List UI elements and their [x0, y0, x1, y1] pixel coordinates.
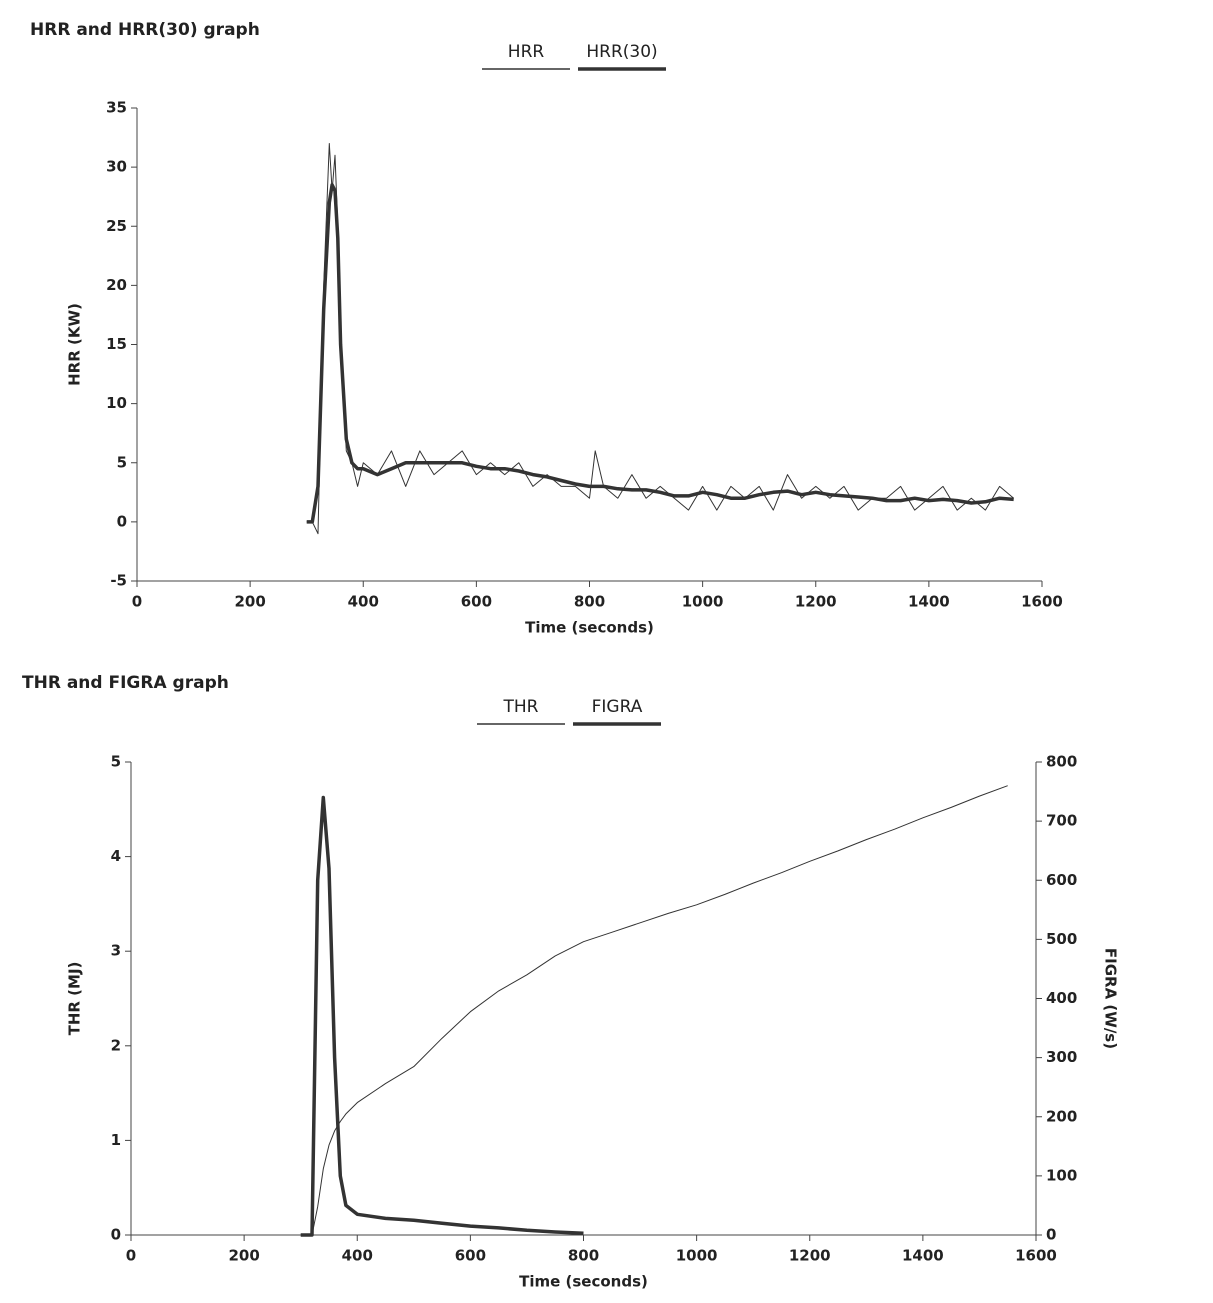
x-tick-label: 200 [228, 1247, 259, 1265]
y-tick-label: 20 [106, 276, 127, 294]
y-tick-label: 4 [111, 847, 121, 865]
y-tick-label: 0 [117, 512, 127, 530]
x-tick-label: 600 [461, 593, 492, 611]
y-tick-label: 5 [111, 753, 121, 771]
x-tick-label: 1600 [1015, 1247, 1057, 1265]
x-axis-label: Time (seconds) [525, 619, 654, 637]
legend-label: HRR [508, 42, 545, 62]
data-line [300, 785, 1008, 1236]
x-tick-label: 800 [568, 1247, 599, 1265]
x-tick-label: 800 [574, 593, 605, 611]
y-tick-label: 5 [117, 453, 127, 471]
y-tick-label: -5 [110, 572, 127, 590]
data-line [306, 143, 1015, 535]
chart-title: HRR and HRR(30) graph [30, 20, 260, 40]
chart-title: THR and FIGRA graph [22, 673, 229, 693]
x-tick-label: 1000 [676, 1247, 718, 1265]
x-tick-label: 1400 [908, 593, 950, 611]
y2-tick-label: 300 [1046, 1048, 1077, 1066]
legend-label: FIGRA [592, 697, 643, 717]
y-tick-label: 1 [111, 1131, 121, 1149]
x-tick-label: 400 [348, 593, 379, 611]
y-axis-label: THR (MJ) [66, 962, 84, 1036]
y-tick-label: 25 [106, 217, 127, 235]
y2-tick-label: 0 [1046, 1226, 1056, 1244]
x-tick-label: 200 [234, 593, 265, 611]
x-tick-label: 1000 [682, 593, 724, 611]
y-tick-label: 10 [106, 394, 127, 412]
x-axis-label: Time (seconds) [519, 1273, 648, 1291]
legend-label: HRR(30) [586, 42, 657, 62]
x-tick-label: 0 [132, 593, 142, 611]
x-tick-label: 1200 [789, 1247, 831, 1265]
y2-tick-label: 200 [1046, 1107, 1077, 1125]
y-tick-label: 0 [111, 1226, 121, 1244]
x-tick-label: 1200 [795, 593, 837, 611]
x-tick-label: 600 [455, 1247, 486, 1265]
x-tick-label: 400 [342, 1247, 373, 1265]
y2-tick-label: 800 [1046, 753, 1077, 771]
y2-tick-label: 400 [1046, 989, 1077, 1007]
y2-tick-label: 500 [1046, 930, 1077, 948]
x-tick-label: 1600 [1021, 593, 1063, 611]
x-tick-label: 0 [126, 1247, 136, 1265]
y-tick-label: 30 [106, 158, 127, 176]
x-tick-label: 1400 [902, 1247, 944, 1265]
y-tick-label: 3 [111, 942, 121, 960]
data-line [300, 795, 584, 1237]
y2-tick-label: 700 [1046, 812, 1077, 830]
data-line [306, 183, 1014, 524]
y-axis-label: HRR (KW) [66, 303, 84, 386]
y2-tick-label: 100 [1046, 1166, 1077, 1184]
legend-label: THR [503, 697, 539, 717]
y2-axis-label: FIGRA (W/s) [1102, 948, 1120, 1049]
y2-tick-label: 600 [1046, 871, 1077, 889]
y-tick-label: 35 [106, 99, 127, 117]
y-tick-label: 2 [111, 1036, 121, 1054]
y-tick-label: 15 [106, 335, 127, 353]
